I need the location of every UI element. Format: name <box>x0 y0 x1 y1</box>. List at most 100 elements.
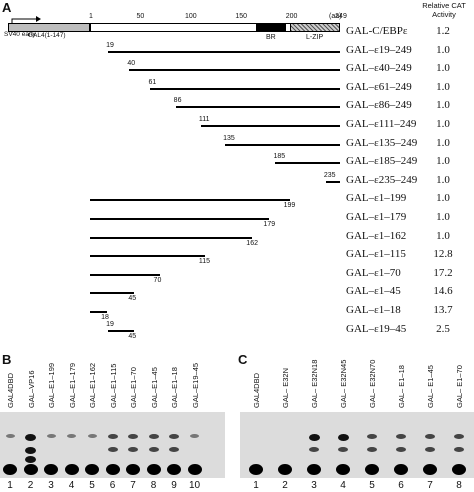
product-band <box>425 434 435 439</box>
lane-number: 2 <box>27 480 34 491</box>
lane-number: 6 <box>109 480 116 491</box>
substrate-spot <box>85 464 99 475</box>
product-band <box>337 434 349 441</box>
product-band <box>25 447 36 454</box>
aa-tick-label: 50 <box>136 13 145 20</box>
cat-activity-value: 12.8 <box>433 248 453 261</box>
product-band <box>190 434 199 438</box>
lane-label: GAL–E1–18 <box>170 367 179 408</box>
substrate-spot <box>105 464 120 475</box>
construct-end-label: 199 <box>283 202 296 210</box>
cat-activity-value: 1.0 <box>436 136 450 149</box>
lane-label: GAL– E1–18 <box>397 365 406 408</box>
substrate-spot <box>187 464 202 475</box>
product-band <box>25 434 36 441</box>
construct-name: GAL–ε61–249 <box>346 80 412 93</box>
cat-activity-value: 1.0 <box>436 173 450 186</box>
aa-unit-label: (aa) <box>329 13 342 20</box>
lane-label: GAL–VP16 <box>26 370 36 408</box>
product-band <box>425 447 435 452</box>
construct-name: GAL–ε1–162 <box>346 229 407 242</box>
substrate-spot <box>423 464 437 475</box>
construct-name: GAL–ε1–45 <box>346 285 401 298</box>
cat-activity-value: 1.0 <box>436 211 450 223</box>
lane-label: GAL–E1–199 <box>47 362 56 408</box>
construct-name: GAL–ε40–249 <box>346 62 412 75</box>
lzip-domain-box <box>290 23 340 32</box>
cat-activity-value: 1.0 <box>436 80 450 93</box>
substrate-spot <box>167 464 181 475</box>
lane-label: GAL–E1–179 <box>67 362 77 408</box>
lane-number: 4 <box>340 480 346 491</box>
aa-tick-label: 150 <box>235 13 248 20</box>
construct-end-label: 179 <box>263 221 276 228</box>
construct-bar <box>108 50 340 53</box>
construct-bar <box>90 236 253 239</box>
aa-tick-label: 200 <box>285 13 298 20</box>
promoter-label: SV40 early <box>4 31 36 38</box>
construct-start-label: 40 <box>127 60 136 68</box>
cat-activity-value: 17.2 <box>433 266 453 279</box>
product-band <box>367 434 377 439</box>
product-band <box>308 434 320 441</box>
construct-name: GAL–ε1–115 <box>346 248 406 261</box>
product-band <box>25 456 36 463</box>
substrate-spot <box>64 464 79 475</box>
cat-activity-value: 1.0 <box>436 99 450 112</box>
construct-name: GAL–ε19–45 <box>346 322 407 335</box>
lane-number: 9 <box>171 480 177 491</box>
substrate-spot <box>307 464 321 475</box>
construct-name: GAL–ε235–249 <box>346 173 418 186</box>
substrate-spot <box>394 464 408 475</box>
construct-bar <box>129 69 340 72</box>
lane-number: 2 <box>282 480 288 491</box>
construct-bar <box>90 292 135 295</box>
lzip-label: L-ZIP <box>306 34 324 41</box>
construct-bar <box>175 106 340 109</box>
substrate-spot <box>249 464 263 475</box>
lane-number: 7 <box>427 480 433 491</box>
aa-tick-label: 1 <box>89 13 93 20</box>
lane-label: GAL–E19–45 <box>190 362 200 408</box>
product-band <box>396 434 406 439</box>
panel-c-gel <box>240 412 474 478</box>
substrate-spot <box>23 464 38 475</box>
product-band <box>309 447 319 452</box>
construct-start-label: 19 <box>106 41 114 49</box>
construct-name: GAL–ε1–199 <box>346 192 407 205</box>
product-band <box>454 447 464 452</box>
lane-number: 8 <box>456 480 462 491</box>
construct-bar <box>90 199 290 202</box>
construct-end-label: 18 <box>101 314 109 321</box>
br-domain-box <box>256 23 286 32</box>
product-band <box>128 434 138 439</box>
construct-name: GAL–ε185–249 <box>346 155 418 168</box>
substrate-spot <box>365 464 379 475</box>
construct-bar <box>90 311 108 313</box>
cat-activity-value: 1.0 <box>436 229 450 242</box>
product-band <box>148 447 159 452</box>
lane-label: GAL– E32N18 <box>310 359 319 408</box>
activity-header-line2: Activity <box>432 10 456 19</box>
activity-header: Relative CAT Activity <box>414 1 474 19</box>
lane-number: 3 <box>311 480 317 491</box>
gal4-dbd-box <box>8 23 90 32</box>
product-band <box>367 447 377 452</box>
gal4-label: GAL4(1-147) <box>28 32 66 39</box>
lane-number: 1 <box>253 480 259 491</box>
product-band <box>128 447 138 452</box>
cat-activity-value: 1.0 <box>436 192 450 205</box>
construct-start-label: 185 <box>273 153 286 161</box>
construct-name: GAL–ε1–70 <box>346 266 401 279</box>
product-band <box>396 447 406 452</box>
lane-label: GAL4DBD <box>252 372 261 408</box>
construct-start-label: 61 <box>148 78 157 86</box>
lane-label: GAL– E32N70 <box>368 359 377 408</box>
lane-number: 5 <box>369 480 375 491</box>
construct-name: GAL–ε135–249 <box>346 136 418 149</box>
construct-bar <box>200 125 340 127</box>
construct-name: GAL–ε19–249 <box>346 43 412 56</box>
lane-label: GAL– E1–45 <box>426 365 435 408</box>
lane-number: 6 <box>398 480 404 491</box>
lane-label: GAL– E1–70 <box>455 365 464 408</box>
